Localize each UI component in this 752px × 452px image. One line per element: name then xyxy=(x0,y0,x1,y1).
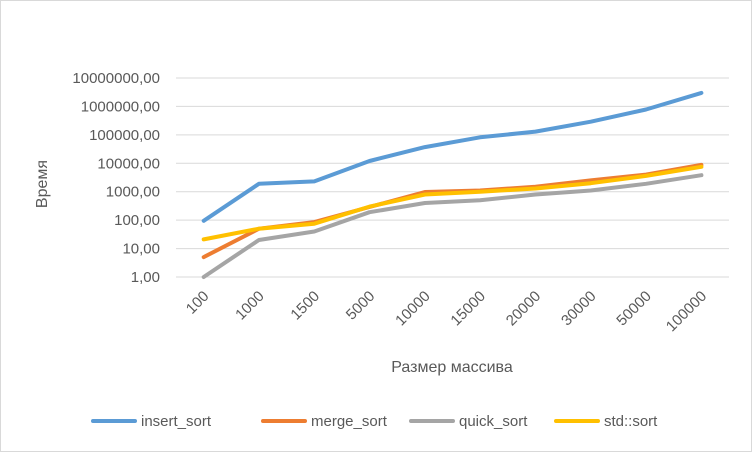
series-line-quick-sort xyxy=(201,173,704,279)
x-tick-label: 20000 xyxy=(503,288,545,330)
y-axis-ticks: 1,00 10,00 100,00 1000,00 10000,00 100000,00 1… xyxy=(72,70,160,286)
y-tick-label: 10000000,00 xyxy=(72,70,160,87)
y-tick-label: 100,00 xyxy=(114,212,160,229)
legend-item-quick-sort: quick_sort xyxy=(409,413,528,430)
x-tick-label: 1000 xyxy=(232,288,268,324)
y-tick-label: 10000,00 xyxy=(97,155,160,172)
y-tick-label: 100000,00 xyxy=(89,127,160,144)
legend-item-std-sort: std::sort xyxy=(554,413,658,430)
y-axis-title: Время xyxy=(34,160,51,208)
x-tick-label: 5000 xyxy=(343,288,379,324)
x-tick-label: 10000 xyxy=(392,288,434,330)
x-axis-ticks: 100 1000 1500 5000 10000 15000 20000 30000 50000… xyxy=(183,288,710,335)
legend-label: merge_sort xyxy=(311,413,388,430)
legend-item-insert-sort: insert_sort xyxy=(91,413,212,430)
y-tick-label: 10,00 xyxy=(122,241,160,258)
series-lines xyxy=(201,90,704,279)
x-tick-label: 100 xyxy=(183,288,213,318)
gridlines xyxy=(176,77,729,278)
x-tick-label: 15000 xyxy=(447,288,489,330)
y-tick-label: 1,00 xyxy=(131,269,160,286)
x-axis-title: Размер массива xyxy=(391,359,513,376)
x-tick-label: 100000 xyxy=(663,288,710,335)
legend-item-merge-sort: merge_sort xyxy=(261,413,388,430)
series-line-std-sort xyxy=(201,164,704,242)
legend-label: std::sort xyxy=(604,413,658,430)
x-tick-label: 1500 xyxy=(287,288,323,324)
x-tick-label: 30000 xyxy=(558,288,600,330)
legend-label: quick_sort xyxy=(459,413,528,430)
x-tick-label: 50000 xyxy=(613,288,655,330)
series-line-insert-sort xyxy=(201,90,704,223)
legend: insert_sort merge_sort quick_sort std::sort xyxy=(91,413,658,430)
y-tick-label: 1000,00 xyxy=(106,184,160,201)
y-tick-label: 1000000,00 xyxy=(81,98,160,115)
legend-label: insert_sort xyxy=(141,413,212,430)
